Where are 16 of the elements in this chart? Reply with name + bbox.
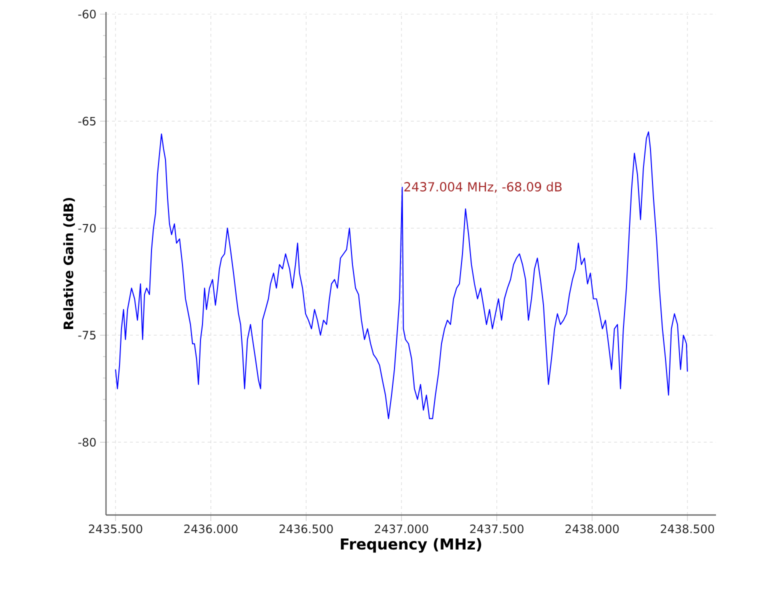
- y-tick-label: -60: [78, 10, 96, 18]
- x-axis-title: Frequency (MHz): [340, 538, 482, 553]
- y-tick-label: -80: [78, 438, 96, 447]
- y-tick-label: -65: [78, 116, 96, 126]
- x-tick-label: 2435.500: [88, 524, 142, 534]
- x-tick-label: 2436.000: [184, 524, 238, 534]
- y-tick-label: -70: [78, 224, 96, 233]
- line-series: [115, 131, 688, 420]
- y-tick-label: -75: [78, 330, 96, 340]
- annotation: 2437.004 MHz, -68.09 dB: [404, 182, 562, 193]
- y-axis-title: Relative Gain (dB): [63, 198, 75, 329]
- x-tick-label: 2437.000: [374, 524, 428, 534]
- x-tick-label: 2438.500: [660, 524, 714, 534]
- x-tick-label: 2436.500: [280, 524, 333, 534]
- x-tick-label: 2437.500: [470, 524, 524, 534]
- x-tick-label: 2438.000: [566, 524, 619, 534]
